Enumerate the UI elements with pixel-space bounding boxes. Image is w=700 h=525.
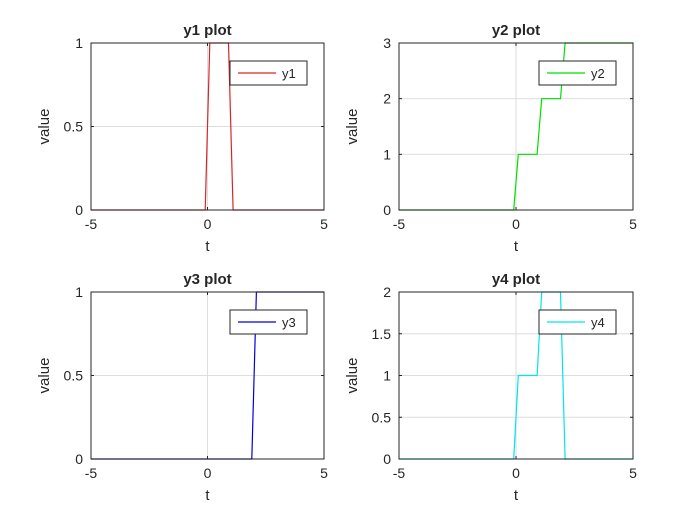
- legend-label: y4: [591, 315, 605, 330]
- y-tick-label: 0: [75, 202, 83, 218]
- x-tick-label: -5: [393, 465, 406, 481]
- legend-label: y1: [282, 66, 296, 81]
- x-tick-label: -5: [85, 465, 98, 481]
- x-tick-label: -5: [85, 216, 98, 232]
- y-axis-label: value: [36, 109, 53, 145]
- y-tick-label: 0.5: [372, 409, 392, 425]
- y-tick-label: 0: [75, 451, 83, 467]
- chart-title: y4 plot: [492, 271, 540, 288]
- x-tick-label: 5: [629, 465, 637, 481]
- chart-title: y3 plot: [183, 271, 231, 288]
- chart-title: y2 plot: [492, 22, 540, 39]
- x-axis-label: t: [205, 238, 210, 255]
- legend: y2: [538, 60, 617, 86]
- legend: y3: [229, 309, 308, 335]
- x-tick-label: 5: [320, 465, 328, 481]
- x-axis-label: t: [514, 487, 519, 504]
- y-tick-label: 2: [383, 91, 391, 107]
- x-axis-label: t: [514, 238, 519, 255]
- y-tick-label: 0.5: [64, 368, 84, 384]
- x-tick-label: -5: [393, 216, 406, 232]
- x-tick-label: 0: [204, 216, 212, 232]
- y-axis-label: value: [344, 109, 361, 145]
- y-tick-label: 0.5: [64, 119, 84, 135]
- y-tick-label: 2: [383, 284, 391, 300]
- legend: y1: [229, 60, 308, 86]
- legend-label: y3: [282, 315, 296, 330]
- x-tick-label: 5: [320, 216, 328, 232]
- x-tick-label: 0: [512, 465, 520, 481]
- y-axis-label: value: [344, 358, 361, 394]
- y-axis-label: value: [36, 358, 53, 394]
- y-tick-label: 0: [383, 451, 391, 467]
- y-tick-label: 3: [383, 35, 391, 51]
- y-tick-label: 1: [75, 35, 83, 51]
- y-tick-label: 1: [383, 368, 391, 384]
- y-tick-label: 1: [383, 146, 391, 162]
- legend: y4: [538, 309, 617, 335]
- x-tick-label: 0: [512, 216, 520, 232]
- series-line-y2: [399, 42, 633, 211]
- y-tick-label: 1: [75, 284, 83, 300]
- y-tick-label: 0: [383, 202, 391, 218]
- legend-label: y2: [591, 66, 605, 81]
- x-tick-label: 0: [204, 465, 212, 481]
- x-axis-label: t: [205, 487, 210, 504]
- x-tick-label: 5: [629, 216, 637, 232]
- chart-title: y1 plot: [183, 22, 231, 39]
- y-tick-label: 1.5: [372, 326, 392, 342]
